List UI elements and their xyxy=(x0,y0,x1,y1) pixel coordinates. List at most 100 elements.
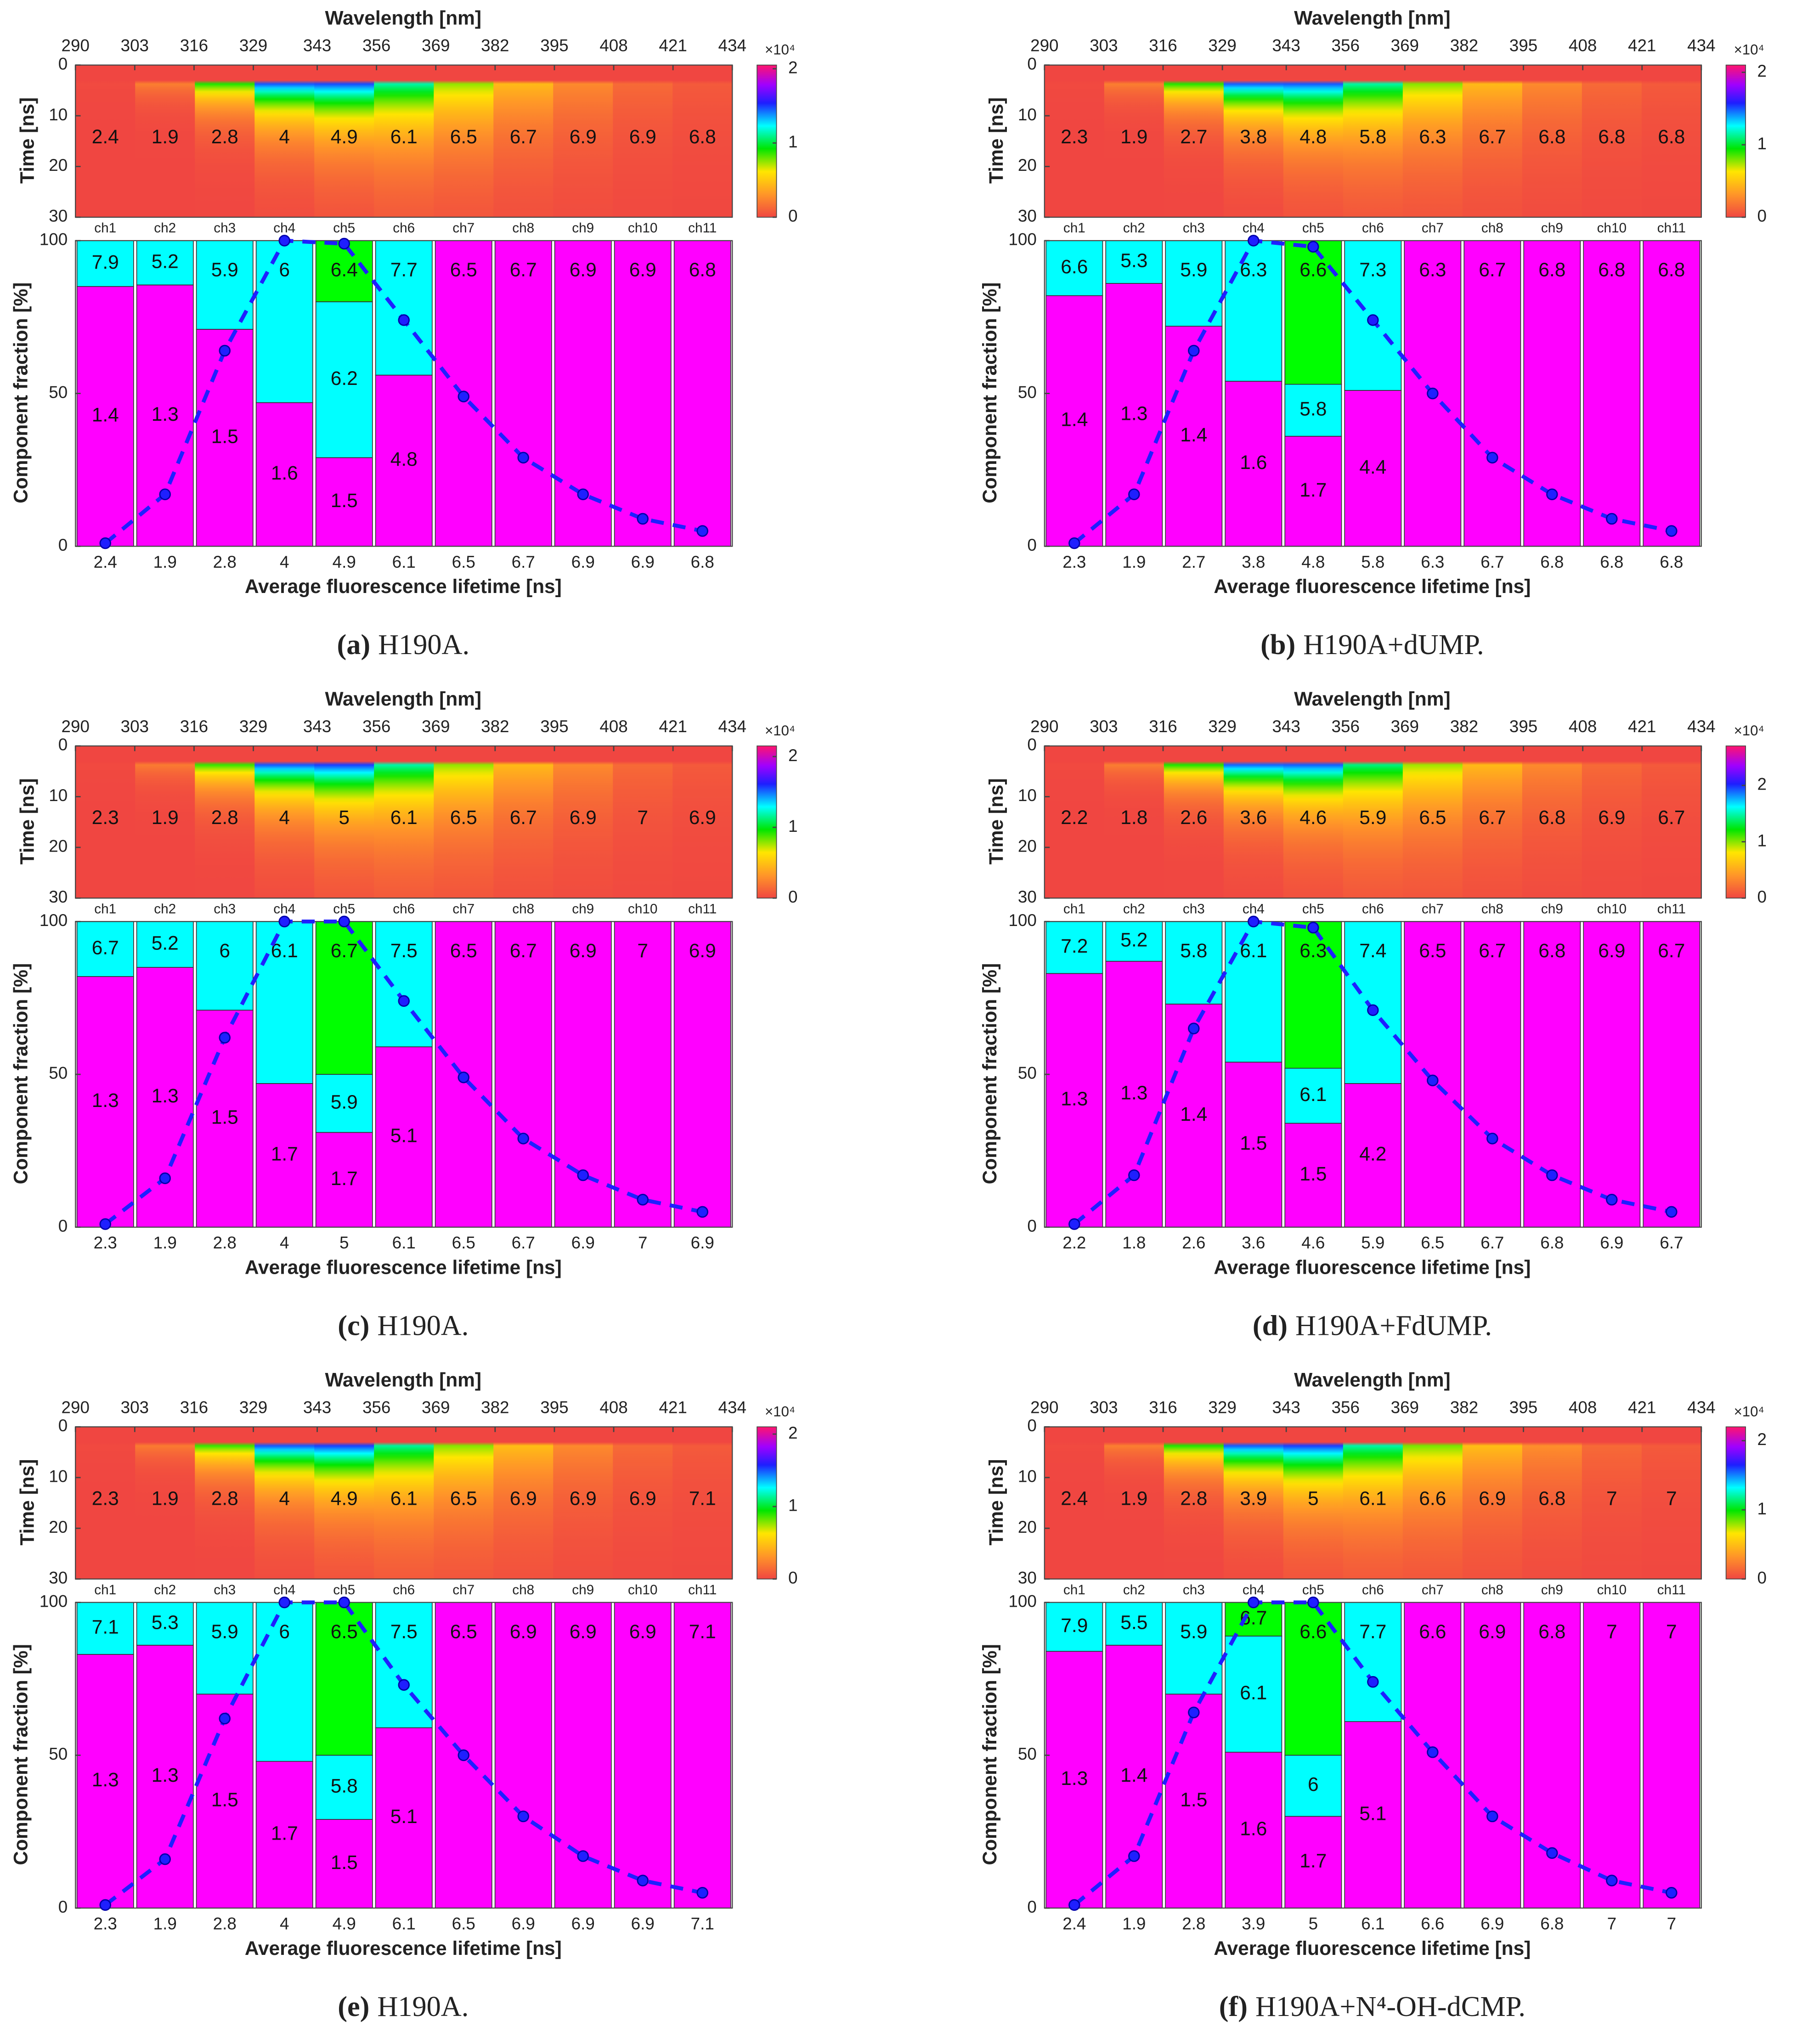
caption-label: (c) xyxy=(338,1310,369,1342)
heatmap-lifetime-label: 2.8 xyxy=(1180,1488,1207,1509)
caption-text: H190A. xyxy=(378,629,469,661)
colorbar-exponent: ×10⁴ xyxy=(1734,723,1764,739)
segment-label: 5.5 xyxy=(1120,1611,1147,1633)
heatmap-lifetime-label: 5.8 xyxy=(1359,126,1386,147)
y-tick-label: 0 xyxy=(1027,1416,1036,1435)
colorbar-tick-label: 1 xyxy=(788,1496,797,1515)
bar-segment xyxy=(1105,240,1163,284)
x-tick-label: 369 xyxy=(422,36,450,55)
line-marker xyxy=(517,1810,529,1823)
channel-label: ch6 xyxy=(1362,1582,1384,1598)
heatmap-column xyxy=(1164,1427,1224,1579)
bar-segment xyxy=(1523,1602,1581,1908)
x-tick-label: 6.8 xyxy=(1660,553,1683,571)
heatmap-column xyxy=(254,745,315,898)
x-tick-label: 1.9 xyxy=(153,1233,177,1252)
heatmap-lifetime-label: 6.9 xyxy=(689,807,716,828)
bar-segment xyxy=(1463,921,1521,1228)
colorbar-exponent: ×10⁴ xyxy=(1734,42,1764,58)
x-tick-label: 6.7 xyxy=(1480,1233,1504,1252)
x-axis-title: Average fluorescence lifetime [ns] xyxy=(245,576,562,597)
segment-label: 1.5 xyxy=(331,1852,358,1873)
x-tick-label: 2.8 xyxy=(1182,1914,1205,1933)
segment-label: 7.5 xyxy=(390,940,418,961)
bar-segment xyxy=(1105,1644,1163,1908)
heatmap-lifetime-label: 1.9 xyxy=(152,807,179,828)
segment-label: 6.9 xyxy=(510,1621,537,1642)
heatmap-column xyxy=(195,745,255,898)
heatmap-column xyxy=(1582,1427,1642,1579)
heatmap-column xyxy=(1283,65,1344,217)
x-tick-label: 408 xyxy=(1569,36,1597,55)
line-marker xyxy=(696,525,708,537)
channel-label: ch11 xyxy=(1657,220,1686,236)
x-tick-label: 4 xyxy=(280,1914,289,1933)
heatmap-column xyxy=(1402,745,1463,898)
heatmap-column xyxy=(195,65,255,217)
bar-segment xyxy=(1105,921,1163,962)
bar-segment xyxy=(1225,240,1283,382)
y-tick-label: 20 xyxy=(49,837,68,856)
segment-label: 5.1 xyxy=(390,1806,418,1827)
heatmap-column xyxy=(1164,745,1224,898)
x-tick-label: 316 xyxy=(1149,36,1177,55)
y-tick-label: 100 xyxy=(40,230,68,249)
segment-label: 6.8 xyxy=(1538,1621,1565,1642)
x-tick-label: 4.9 xyxy=(333,1914,356,1933)
x-tick-label: 6.1 xyxy=(392,1233,416,1252)
y-tick-label: 0 xyxy=(1027,1897,1036,1916)
line-marker xyxy=(1427,1074,1439,1087)
x-tick-label: 421 xyxy=(659,717,687,736)
line-marker xyxy=(458,390,469,402)
x-tick-label: 421 xyxy=(659,36,687,55)
line-marker xyxy=(1248,1596,1260,1609)
heatmap-lifetime-label: 2.3 xyxy=(92,807,119,828)
y-tick-label: 10 xyxy=(49,1467,68,1486)
segment-label: 7.4 xyxy=(1359,940,1386,961)
x-tick-label: 369 xyxy=(1391,36,1419,55)
bar-segment xyxy=(1463,1602,1521,1908)
channel-label: ch2 xyxy=(1123,220,1145,236)
y-tick-label: 0 xyxy=(58,735,68,754)
bar-segment xyxy=(1165,326,1223,547)
x-tick-label: 7 xyxy=(1607,1914,1616,1933)
x-axis-title: Wavelength [nm] xyxy=(325,7,482,29)
bar-segment xyxy=(375,374,433,547)
bar-segment xyxy=(1284,435,1342,547)
bar-segment xyxy=(1344,921,1402,1084)
line-marker xyxy=(219,344,231,357)
x-tick-label: 6.9 xyxy=(512,1914,535,1933)
bar-segment xyxy=(1583,1602,1641,1908)
bar-segment xyxy=(1643,1602,1701,1908)
heatmap-column xyxy=(613,745,673,898)
bar-segment xyxy=(375,240,433,376)
x-tick-label: 395 xyxy=(1509,717,1537,736)
heatmap-lifetime-label: 2.3 xyxy=(92,1488,119,1509)
segment-label: 6 xyxy=(219,940,230,961)
bar-segment xyxy=(1045,1651,1103,1908)
segment-label: 7.9 xyxy=(1061,1615,1088,1636)
channel-label: ch5 xyxy=(1302,220,1324,236)
line-marker xyxy=(338,915,350,927)
x-tick-label: 290 xyxy=(1030,36,1058,55)
x-tick-label: 382 xyxy=(481,36,509,55)
colorbar-tick-label: 1 xyxy=(788,817,797,836)
y-tick-label: 0 xyxy=(1027,735,1036,754)
channel-label: ch9 xyxy=(1541,220,1563,236)
heatmap-column xyxy=(1343,65,1403,217)
x-tick-label: 395 xyxy=(1509,36,1537,55)
y-axis-title: Component fraction [%] xyxy=(10,963,31,1184)
bar-segment xyxy=(255,1761,313,1908)
x-tick-label: 6.3 xyxy=(1421,553,1444,571)
channel-label: ch7 xyxy=(1422,1582,1444,1598)
heatmap-lifetime-label: 6.5 xyxy=(450,126,477,147)
heatmap-lifetime-label: 2.6 xyxy=(1180,807,1207,828)
segment-label: 1.5 xyxy=(211,1107,238,1128)
segment-label: 5.3 xyxy=(152,1611,179,1633)
bar-segment xyxy=(1045,240,1103,296)
segment-label: 1.5 xyxy=(211,1789,238,1810)
bar-segment xyxy=(1225,921,1283,1063)
line-marker xyxy=(1188,1022,1200,1034)
y-tick-label: 0 xyxy=(1027,1216,1036,1235)
